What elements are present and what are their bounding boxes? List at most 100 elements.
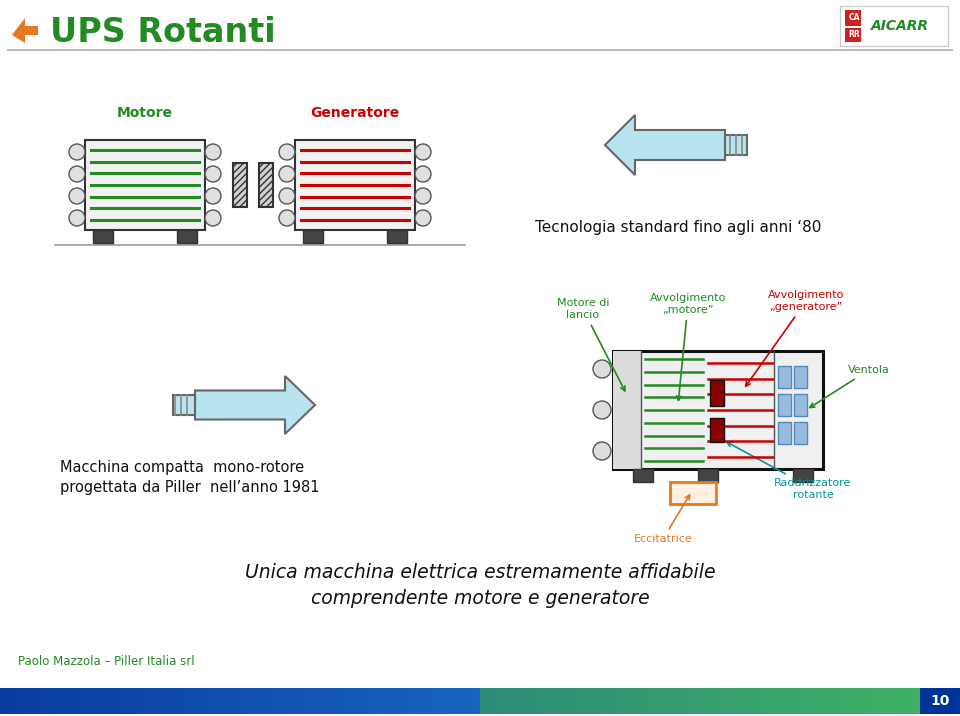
Text: 10: 10 [930, 694, 949, 708]
Bar [876, 688, 881, 714]
Bar [934, 688, 939, 714]
Bar [269, 688, 273, 714]
Bar [506, 688, 510, 714]
Bar [144, 688, 148, 714]
Bar [173, 688, 177, 714]
Circle shape [69, 188, 85, 204]
Bar [794, 366, 807, 388]
Bar [864, 688, 868, 714]
Bar [547, 688, 551, 714]
Bar [900, 688, 903, 714]
Bar [813, 688, 817, 714]
Bar [509, 688, 513, 714]
Bar [288, 688, 292, 714]
Bar [806, 688, 810, 714]
Bar [605, 688, 609, 714]
Bar [727, 688, 731, 714]
Text: Avvolgimento
„generatore”: Avvolgimento „generatore” [746, 291, 844, 386]
Circle shape [205, 210, 221, 226]
Bar [725, 135, 747, 155]
Bar [32, 688, 36, 714]
Bar [51, 688, 56, 714]
Bar [804, 688, 807, 714]
Bar [496, 688, 500, 714]
Bar [564, 688, 567, 714]
Bar [650, 688, 654, 714]
Bar [195, 688, 200, 714]
Text: RR: RR [848, 29, 860, 39]
Bar [333, 688, 337, 714]
Bar [29, 688, 33, 714]
Bar [742, 688, 747, 714]
Bar [704, 688, 708, 714]
Bar [324, 688, 327, 714]
Bar [631, 688, 635, 714]
Text: comprendente motore e generatore: comprendente motore e generatore [311, 589, 649, 607]
Bar [67, 688, 71, 714]
Bar [669, 688, 673, 714]
Bar [566, 688, 570, 714]
Bar [684, 688, 689, 714]
Bar [797, 688, 801, 714]
Bar [660, 688, 663, 714]
Bar [177, 230, 197, 243]
Bar [256, 688, 260, 714]
Bar [233, 163, 247, 207]
Bar [387, 688, 392, 714]
Bar [16, 688, 20, 714]
Circle shape [415, 210, 431, 226]
Bar [893, 688, 897, 714]
Bar [41, 688, 46, 714]
Bar [608, 688, 612, 714]
Bar [739, 688, 743, 714]
Bar [778, 422, 791, 444]
Bar [199, 688, 203, 714]
Circle shape [69, 144, 85, 160]
Bar [886, 688, 891, 714]
Bar [483, 688, 488, 714]
Bar [77, 688, 81, 714]
Bar [560, 688, 564, 714]
Bar [228, 688, 231, 714]
Bar [780, 688, 785, 714]
Circle shape [279, 210, 295, 226]
Bar [55, 688, 59, 714]
Bar [89, 688, 94, 714]
Circle shape [205, 144, 221, 160]
Bar [790, 688, 795, 714]
Bar [368, 688, 372, 714]
Bar [26, 688, 30, 714]
Bar [544, 688, 548, 714]
Bar [365, 688, 369, 714]
Bar [793, 469, 813, 482]
Bar [394, 688, 397, 714]
Text: Eccitatrice: Eccitatrice [634, 495, 692, 544]
Bar [800, 688, 804, 714]
Bar [538, 688, 541, 714]
Bar [348, 688, 353, 714]
Bar [717, 688, 721, 714]
Bar [422, 688, 426, 714]
Bar [387, 230, 407, 243]
Bar [531, 688, 536, 714]
Bar [944, 688, 948, 714]
Bar [535, 688, 539, 714]
Bar [550, 688, 555, 714]
Bar [614, 688, 618, 714]
Bar [266, 688, 270, 714]
Text: CA: CA [849, 12, 860, 21]
Bar [871, 688, 875, 714]
Bar [384, 688, 388, 714]
Bar [576, 688, 580, 714]
Bar [778, 366, 791, 388]
Bar [540, 688, 545, 714]
Bar [448, 688, 452, 714]
Bar [60, 688, 65, 714]
Bar [771, 688, 776, 714]
Bar [416, 688, 420, 714]
Bar [848, 688, 852, 714]
Bar [64, 688, 68, 714]
Circle shape [415, 188, 431, 204]
Bar [429, 688, 433, 714]
Bar [778, 394, 791, 416]
